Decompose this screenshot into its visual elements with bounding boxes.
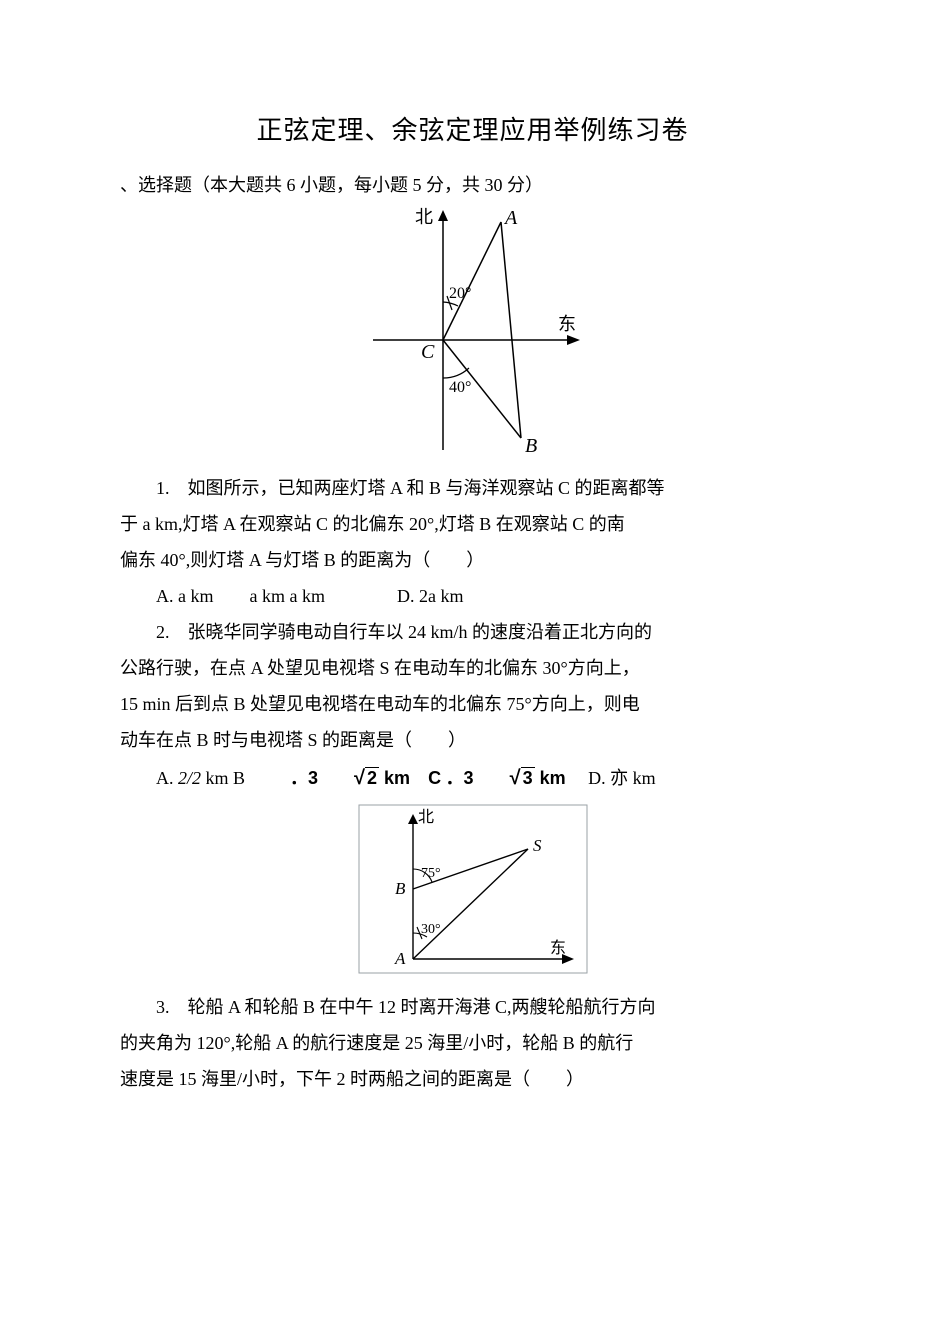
- q2-options: A. 2/2 km B ．3√2 km C ．3√3 km D. 亦 km: [120, 758, 825, 798]
- q2-optB-num: ．3: [290, 768, 318, 788]
- sqrt-2-radicand: 2: [365, 767, 379, 788]
- page-title: 正弦定理、余弦定理应用举例练习卷: [120, 110, 825, 147]
- q2-optB-suf: km C: [379, 768, 441, 788]
- q2-optD: D. 亦 km: [570, 768, 656, 788]
- svg-text:75°: 75°: [421, 866, 441, 881]
- svg-text:40°: 40°: [449, 379, 471, 396]
- svg-text:东: 东: [558, 314, 576, 334]
- q1-line2: 于 a km,灯塔 A 在观察站 C 的北偏东 20°,灯塔 B 在观察站 C …: [120, 506, 825, 542]
- figure-1: 北东 A B C 20° 40°: [120, 205, 825, 460]
- sqrt-3-radicand: 3: [521, 767, 535, 788]
- q3-line3: 速度是 15 海里/小时，下午 2 时两船之间的距离是（ ）: [120, 1061, 825, 1097]
- svg-text:B: B: [525, 435, 537, 455]
- svg-text:A: A: [503, 207, 518, 229]
- svg-text:东: 东: [550, 939, 566, 957]
- q2-optC-num: ．3: [446, 768, 474, 788]
- q1-line1: 1. 如图所示，已知两座灯塔 A 和 B 与海洋观察站 C 的距离都等: [120, 470, 825, 506]
- svg-text:A: A: [394, 949, 406, 968]
- q2-optC-suf: km: [535, 768, 566, 788]
- q2-optB-pre: [250, 768, 286, 788]
- figure-2-svg: 北东 A B S 75° 30°: [358, 804, 588, 974]
- sqrt-2: √2: [318, 758, 379, 798]
- svg-text:30°: 30°: [421, 922, 441, 937]
- svg-text:20°: 20°: [449, 285, 471, 302]
- svg-text:S: S: [533, 836, 542, 855]
- q2-optA-suf: km B: [201, 768, 245, 788]
- q2-line1: 2. 张晓华同学骑电动自行车以 24 km/h 的速度沿着正北方向的: [120, 614, 825, 650]
- q3-line2: 的夹角为 120°,轮船 A 的航行速度是 25 海里/小时，轮船 B 的航行: [120, 1025, 825, 1061]
- section-header: 、选择题（本大题共 6 小题，每小题 5 分，共 30 分）: [120, 171, 825, 197]
- q3-line1: 3. 轮船 A 和轮船 B 在中午 12 时离开海港 C,两艘轮船航行方向: [120, 989, 825, 1025]
- q2-line2: 公路行驶，在点 A 处望见电视塔 S 在电动车的北偏东 30°方向上，: [120, 650, 825, 686]
- svg-text:北: 北: [415, 207, 433, 227]
- sqrt-3: √3: [474, 758, 535, 798]
- q2-optA-pre: A.: [156, 768, 178, 788]
- svg-text:B: B: [395, 879, 406, 898]
- q2-line4: 动车在点 B 时与电视塔 S 的距离是（ ）: [120, 722, 825, 758]
- q1-options: A. a km a km a km D. 2a km: [120, 578, 825, 614]
- q2-line3: 15 min 后到点 B 处望见电视塔在电动车的北偏东 75°方向上，则电: [120, 686, 825, 722]
- svg-text:C: C: [421, 341, 435, 363]
- q2-optA-italic: 2/2: [178, 768, 201, 788]
- svg-text:北: 北: [418, 808, 434, 826]
- page: 正弦定理、余弦定理应用举例练习卷 、选择题（本大题共 6 小题，每小题 5 分，…: [0, 0, 945, 1157]
- q1-line3: 偏东 40°,则灯塔 A 与灯塔 B 的距离为（ ）: [120, 542, 825, 578]
- figure-1-svg: 北东 A B C 20° 40°: [358, 205, 588, 455]
- figure-2: 北东 A B S 75° 30°: [120, 804, 825, 979]
